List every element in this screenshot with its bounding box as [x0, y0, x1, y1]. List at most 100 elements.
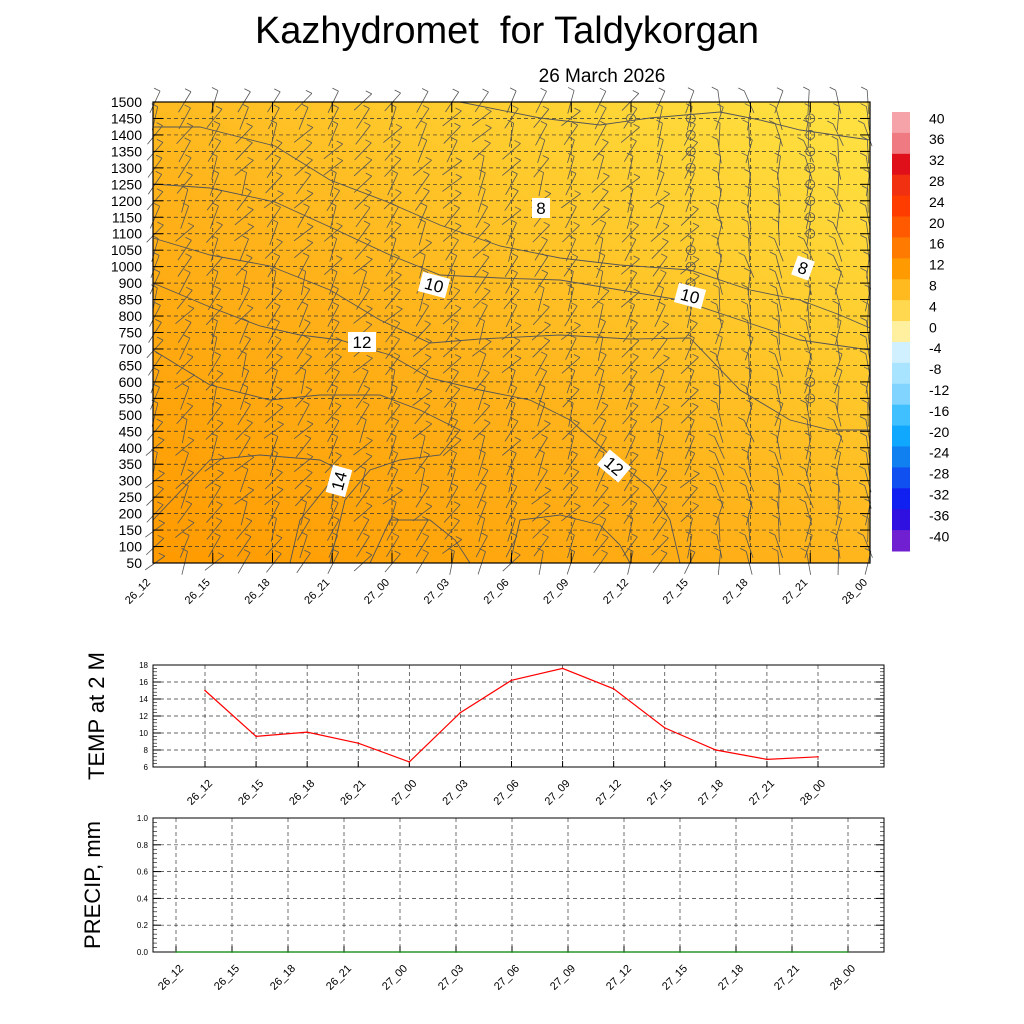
wind-barb-feather: [332, 87, 339, 92]
wind-barb: [386, 420, 400, 442]
wind-barb: [176, 405, 194, 424]
wind-barb: [211, 386, 217, 411]
wind-barb-feather: [832, 547, 839, 552]
wind-barb-feather: [860, 317, 867, 321]
wind-barb: [745, 501, 753, 526]
wind-barb: [354, 142, 372, 161]
colorbar-swatch: [892, 383, 910, 406]
wind-barb-feather: [271, 219, 279, 223]
wind-barb-feather: [247, 486, 254, 491]
wind-barb-feather: [181, 547, 188, 552]
wind-barb-feather: [277, 420, 284, 425]
wind-barb: [680, 258, 700, 275]
wind-barb: [176, 174, 193, 194]
wind-barb: [234, 456, 255, 472]
wind-barb: [835, 452, 841, 477]
wind-barb-feather: [391, 466, 398, 471]
wind-barb-feather: [692, 386, 699, 391]
isotherm-contour: [152, 237, 870, 431]
wind-barb: [537, 139, 546, 163]
wind-barb: [776, 501, 781, 526]
wind-barb: [656, 287, 664, 312]
wind-barb-feather: [214, 351, 221, 356]
wind-barb: [805, 435, 812, 460]
wind-barb-feather: [514, 140, 521, 144]
wind-barb-feather: [599, 219, 607, 224]
wind-barb: [534, 437, 548, 459]
wind-barb-feather: [631, 533, 638, 538]
wind-barb: [627, 188, 634, 213]
wind-barb: [651, 241, 669, 260]
wind-barb-feather: [217, 552, 225, 557]
wind-barb: [269, 452, 278, 476]
wind-barb-feather: [800, 416, 808, 420]
wind-barb-feather: [744, 267, 751, 272]
wind-barb: [419, 254, 426, 279]
wind-barb-feather: [301, 301, 309, 306]
wind-barb-feather: [568, 531, 575, 536]
wind-barb: [834, 238, 843, 262]
wind-barb-feather: [713, 382, 720, 387]
y-tick-label: 14: [139, 695, 148, 704]
colorbar-swatch: [892, 362, 910, 385]
wind-barb-feather: [479, 383, 486, 388]
wind-barb: [565, 206, 577, 229]
wind-barb: [747, 155, 752, 180]
wind-barb: [650, 406, 670, 424]
wind-barb: [598, 271, 604, 295]
wind-barb: [205, 422, 224, 440]
wind-barb-feather: [392, 203, 399, 208]
wind-barb-feather: [306, 239, 314, 243]
wind-barb-feather: [480, 482, 487, 487]
wind-barb-feather: [860, 383, 867, 387]
wind-barb: [473, 290, 491, 309]
wind-barb: [652, 519, 668, 541]
calm-wind-circle: [805, 393, 816, 404]
wind-barb-feather: [275, 550, 282, 554]
wind-barb-feather: [303, 400, 310, 405]
wind-barb: [265, 537, 283, 556]
wind-barb-feather: [713, 119, 721, 124]
wind-barb: [563, 487, 579, 508]
contour-label-bg: [673, 282, 707, 310]
wind-barb: [744, 469, 755, 492]
wind-barb-feather: [187, 436, 195, 441]
wind-barb-feather: [214, 285, 221, 290]
wind-barb: [265, 389, 283, 408]
wind-barb-feather: [157, 221, 164, 226]
wind-barb-feather: [633, 255, 640, 260]
wind-barb-feather: [709, 466, 716, 470]
wind-barb: [356, 289, 370, 310]
colorbar-label: 24: [929, 194, 945, 210]
wind-barb: [681, 487, 698, 507]
wind-barb-feather: [514, 551, 521, 556]
wind-barb: [270, 518, 277, 542]
wind-barb-feather: [569, 235, 576, 240]
wind-barb-feather: [660, 335, 668, 340]
wind-barb-feather: [770, 366, 778, 371]
wind-barb: [566, 370, 576, 394]
wind-barb-feather: [599, 87, 607, 92]
wind-barb: [501, 439, 522, 456]
wind-barb: [415, 190, 430, 211]
contour-label: 12: [348, 332, 376, 352]
colorbar-label: -28: [929, 466, 949, 482]
wind-barb-feather: [573, 354, 581, 358]
wind-barb-feather: [596, 235, 604, 239]
wind-barb-feather: [660, 500, 668, 505]
wind-barb-feather: [270, 119, 277, 124]
wind-barb-feather: [155, 352, 162, 356]
wind-barb: [776, 386, 782, 411]
wind-barb-feather: [154, 302, 161, 306]
x-tick-label: 26_18: [243, 577, 273, 607]
wind-barb: [592, 537, 609, 557]
y-tick-label: 800: [119, 308, 143, 324]
wind-barb-feather: [861, 136, 868, 140]
wind-barb-feather: [482, 269, 489, 274]
wind-barb: [477, 452, 486, 476]
y-tick-label: 6: [144, 763, 149, 772]
wind-barb-feather: [246, 254, 253, 259]
wind-barb: [323, 225, 343, 242]
wind-barb-feather: [213, 120, 221, 125]
wind-barb: [718, 287, 721, 312]
